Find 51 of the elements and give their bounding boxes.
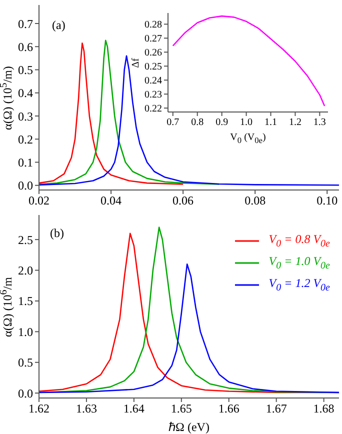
x-tick-label: 1.63 — [76, 402, 97, 416]
x-tick-label: 1.0 — [240, 117, 253, 128]
y-tick-label: 2.5 — [18, 232, 33, 247]
x-tick-label: 0.06 — [172, 194, 194, 208]
annotation: (a) — [52, 18, 66, 33]
legend-label: V$_{0}$ = 1.0 V$_{0e}$ — [268, 254, 330, 272]
annotation: (b) — [50, 226, 64, 241]
y-tick-label: 0.27 — [144, 34, 162, 45]
x-tick-label: 0.08 — [244, 194, 266, 208]
x-tick-label: 0.02 — [28, 194, 50, 208]
x-tick-label: 1.2 — [288, 117, 302, 128]
x-axis-title: V$_{0}$ (V$_{0e}$) — [229, 132, 267, 145]
x-tick-label: 1.64 — [123, 402, 144, 416]
y-tick-label: 0.5 — [18, 356, 33, 370]
x-tick-label: 1.62 — [28, 402, 50, 416]
y-axis-title: Δf — [130, 58, 142, 68]
y-tick-label: 0.0 — [18, 386, 33, 400]
x-tick-label: 1.68 — [313, 402, 334, 416]
y-tick-label: 0.5 — [18, 63, 33, 78]
x-tick-label: 1.3 — [313, 117, 326, 128]
y-tick-label: 2.0 — [18, 264, 33, 278]
y-tick-label: 0.28 — [144, 20, 162, 31]
y-tick-label: 0.0 — [18, 178, 33, 193]
y-tick-label: 1.5 — [18, 294, 33, 308]
line-series — [172, 15, 326, 107]
legend-label: V$_{0}$ = 0.8 V$_{0e}$ — [268, 232, 330, 250]
y-tick-label: 0.6 — [18, 40, 33, 54]
y-tick-label: 0.25 — [144, 62, 162, 73]
x-tick-label: 1.1 — [264, 117, 277, 128]
y-tick-label: 0.2 — [18, 132, 33, 146]
y-tick-label: 0.26 — [144, 48, 162, 59]
y-tick-label: 0.3 — [18, 109, 33, 124]
y-tick-label: 0.4 — [18, 86, 33, 100]
y-tick-label: 0.24 — [144, 76, 162, 87]
line-series — [39, 55, 339, 186]
y-tick-label: 1.0 — [18, 324, 33, 339]
x-axis-title: ℏΩ (eV) — [168, 419, 210, 434]
y-tick-label: 0.1 — [18, 156, 33, 170]
x-tick-label: 0.9 — [216, 117, 228, 128]
y-tick-label: 0.22 — [144, 104, 162, 115]
x-tick-label: 0.8 — [191, 117, 204, 128]
x-tick-label: 0.04 — [100, 194, 122, 208]
x-tick-label: 1.65 — [170, 402, 192, 416]
x-tick-label: 0.10 — [316, 194, 338, 208]
x-tick-label: 1.66 — [218, 402, 240, 416]
x-tick-label: 0.7 — [166, 117, 180, 128]
line-series — [39, 42, 184, 185]
y-tick-label: 0.23 — [144, 90, 162, 101]
x-tick-label: 1.67 — [266, 402, 287, 416]
y-tick-label: 0.7 — [18, 16, 33, 31]
legend-label: V$_{0}$ = 1.2 V$_{0e}$ — [268, 276, 330, 294]
